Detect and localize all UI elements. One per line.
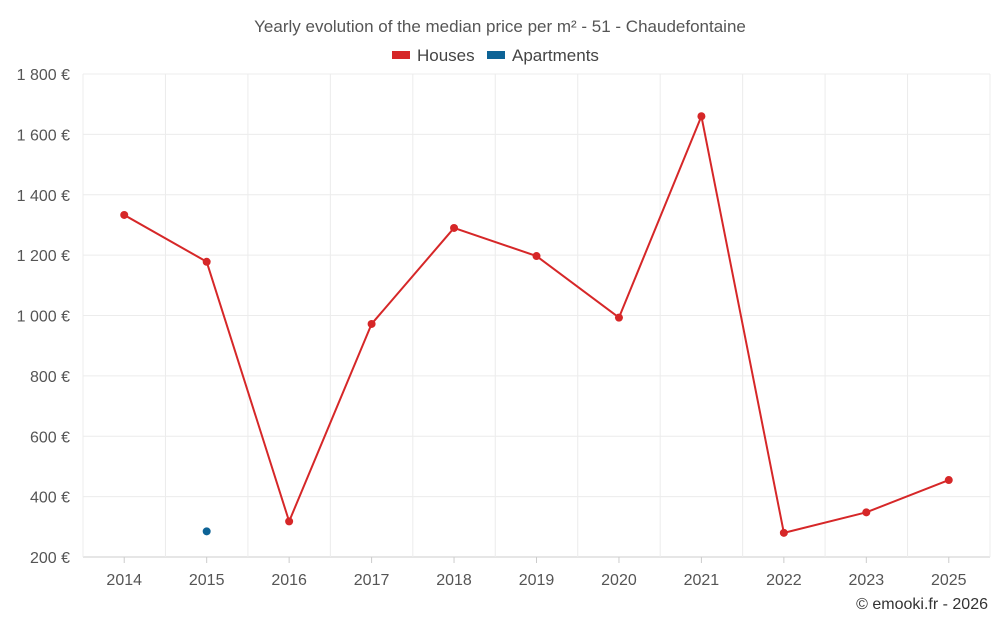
y-tick-label: 1 400 €	[17, 188, 70, 205]
data-point-apartments[interactable]	[202, 527, 211, 536]
data-point-houses[interactable]	[862, 508, 871, 517]
x-tick-label: 2014	[106, 572, 142, 589]
legend: Houses Apartments	[392, 46, 599, 65]
legend-label-houses[interactable]: Houses	[417, 46, 475, 65]
x-tick-label: 2020	[601, 572, 637, 589]
grid	[82, 73, 991, 558]
x-tick-label: 2015	[189, 572, 225, 589]
data-point-houses[interactable]	[779, 528, 788, 537]
x-tick-label: 2016	[271, 572, 307, 589]
y-tick-label: 400 €	[30, 490, 70, 507]
data-point-houses[interactable]	[697, 112, 706, 121]
x-tick-label: 2017	[354, 572, 390, 589]
data-point-houses[interactable]	[202, 257, 211, 266]
x-tick-label: 2021	[684, 572, 720, 589]
y-tick-label: 600 €	[30, 429, 70, 446]
y-tick-label: 200 €	[30, 550, 70, 567]
data-point-houses[interactable]	[120, 210, 129, 219]
data-point-houses[interactable]	[944, 476, 953, 485]
legend-label-apartments[interactable]: Apartments	[512, 46, 599, 65]
x-tick-label: 2023	[849, 572, 885, 589]
chart-title: Yearly evolution of the median price per…	[254, 17, 746, 36]
y-tick-label: 1 000 €	[17, 309, 70, 326]
credit-text: © emooki.fr - 2026	[856, 596, 988, 613]
data-point-houses[interactable]	[285, 517, 294, 526]
x-tick-label: 2025	[931, 572, 967, 589]
x-tick-label: 2022	[766, 572, 802, 589]
data-point-houses[interactable]	[532, 252, 541, 261]
x-tick-label: 2019	[519, 572, 555, 589]
data-point-houses[interactable]	[614, 313, 623, 322]
legend-swatch-apartments[interactable]	[487, 51, 505, 59]
legend-swatch-houses[interactable]	[392, 51, 410, 59]
data-point-houses[interactable]	[450, 223, 459, 232]
axes: 200 € 400 € 600 € 800 € 1 000 € 1 200 € 1 400 …	[17, 67, 967, 589]
x-tick-label: 2018	[436, 572, 472, 589]
y-tick-label: 800 €	[30, 369, 70, 386]
y-tick-label: 1 200 €	[17, 248, 70, 265]
series	[120, 112, 953, 537]
data-point-houses[interactable]	[367, 319, 376, 328]
y-tick-label: 1 600 €	[17, 127, 70, 144]
y-tick-label: 1 800 €	[17, 67, 70, 84]
